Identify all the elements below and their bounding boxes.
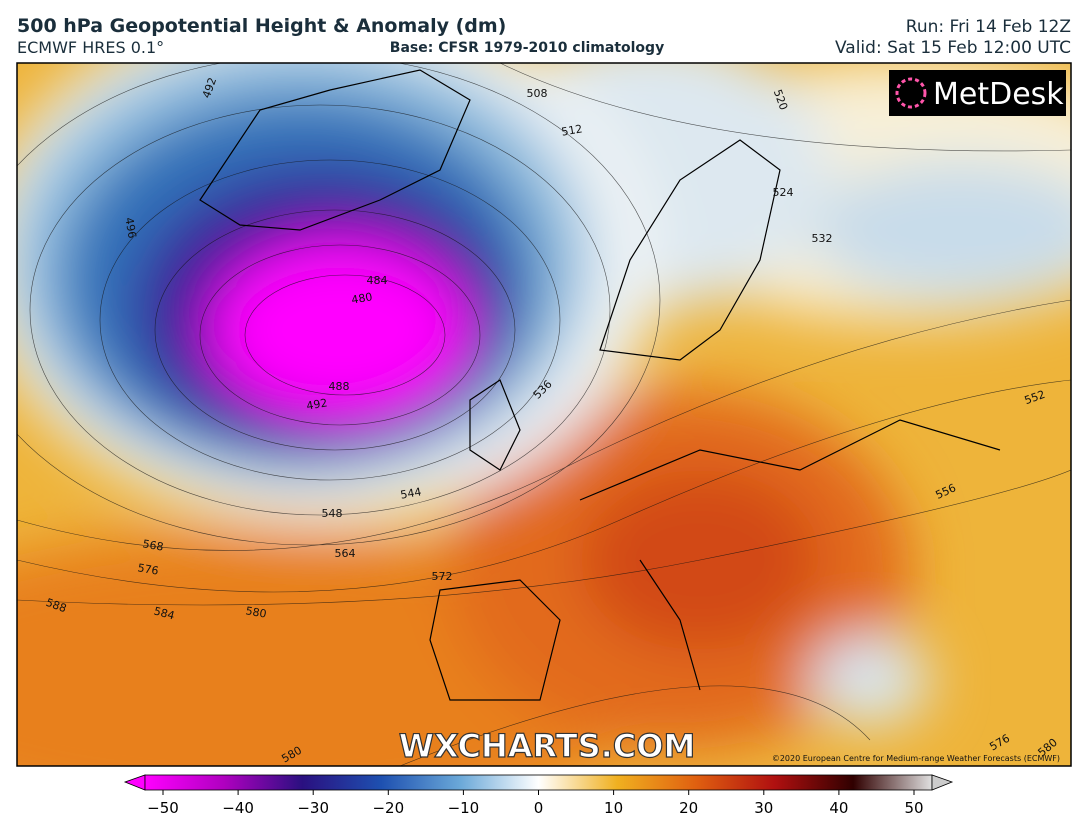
contour-label: 572 xyxy=(432,570,453,583)
contour-label: 568 xyxy=(142,537,165,553)
contour-label: 544 xyxy=(399,485,422,501)
colorbar-tick-label: −40 xyxy=(222,799,254,817)
colorbar-tick-label: 50 xyxy=(904,799,923,817)
run: Run: Fri 14 Feb 12Z xyxy=(906,17,1071,37)
contour-label: 524 xyxy=(773,186,794,199)
colorbar-tick-label: 10 xyxy=(604,799,623,817)
contour-label: 584 xyxy=(152,605,176,623)
colorbar-tick-label: −20 xyxy=(372,799,404,817)
contour-label: 576 xyxy=(137,561,160,577)
colorbar-tick-label: −50 xyxy=(147,799,179,817)
contour-label: 492 xyxy=(305,396,328,412)
contour-label: 512 xyxy=(560,122,583,138)
contour-label: 532 xyxy=(812,232,833,245)
contour-label: 480 xyxy=(350,290,373,306)
contour-label: 548 xyxy=(322,507,343,520)
copyright: ©2020 European Centre for Medium-range W… xyxy=(772,754,1060,763)
valid: Valid: Sat 15 Feb 12:00 UTC xyxy=(835,38,1071,58)
colorbar-tick-label: 20 xyxy=(679,799,698,817)
colorbar-tick-label: −30 xyxy=(297,799,329,817)
base: Base: CFSR 1979-2010 climatology xyxy=(390,40,664,56)
contour-label: 508 xyxy=(527,87,548,100)
logo: MetDesk xyxy=(933,77,1064,112)
model: ECMWF HRES 0.1° xyxy=(17,38,164,57)
contour-label: 488 xyxy=(329,380,350,393)
colorbar: −50 −40 −30 −20 −10 0 10 20 30 40 50 xyxy=(123,774,954,817)
colorbar-tick-label: 0 xyxy=(534,799,544,817)
contour-label: 580 xyxy=(245,604,268,620)
contour-label: 564 xyxy=(335,547,356,560)
title: 500 hPa Geopotential Height & Anomaly (d… xyxy=(17,15,506,37)
contour-label: 496 xyxy=(122,216,138,239)
contour-label: 484 xyxy=(367,274,388,287)
colorbar-tick-label: −10 xyxy=(448,799,480,817)
colorbar-tick-label: 40 xyxy=(829,799,848,817)
watermark: WXCHARTS.COM xyxy=(399,727,696,765)
colorbar-tick-label: 30 xyxy=(754,799,773,817)
